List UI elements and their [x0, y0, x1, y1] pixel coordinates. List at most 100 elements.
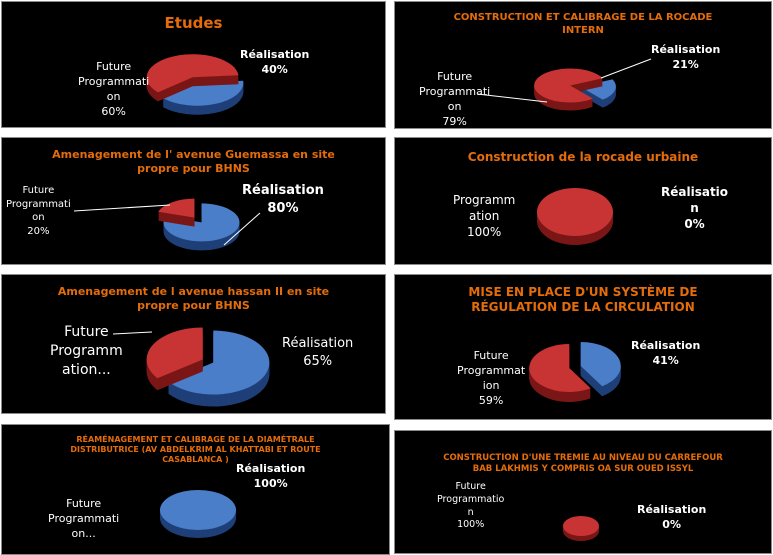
future-value: 79%	[442, 114, 467, 128]
realisation-value: 80%	[267, 200, 299, 216]
future-slice	[146, 54, 239, 102]
future-name-line1: Future	[437, 70, 473, 83]
realisation-label: Réalisation 21%	[651, 43, 720, 73]
realisation-value: 65%	[303, 353, 333, 369]
realisation-value: 21%	[672, 57, 699, 71]
future-value: 20%	[27, 225, 50, 237]
future-label: Future Programmati on 79%	[419, 70, 491, 128]
realisation-slice	[580, 341, 621, 397]
future-label: Future Programmatio n 100%	[437, 481, 504, 532]
pie-chart	[146, 54, 244, 115]
future-name-line3: on	[32, 212, 45, 223]
future-name-line2: Programm	[50, 342, 123, 359]
realisation-name: Réalisation	[637, 503, 707, 516]
future-name-line1: Future	[455, 481, 486, 492]
chart-title: CONSTRUCTION ET CALIBRAGE DE LA ROCADE I…	[453, 12, 713, 36]
chart-title: Construction de la rocade urbaine	[467, 150, 699, 164]
future-name-line3: ion	[482, 378, 500, 392]
future-label: Future Programm ation...	[50, 323, 123, 380]
future-slice	[534, 68, 603, 111]
realisation-label: Réalisation 100%	[236, 462, 305, 492]
realisation-label: Réalisation 40%	[240, 48, 309, 78]
future-name-line3: on	[447, 99, 462, 113]
future-name-line2: Programmat	[457, 363, 526, 377]
chart-panel-diametrale: RÉAMÉNAGEMENT ET CALIBRAGE DE LA DIAMÉTR…	[1, 424, 390, 555]
realisation-name: Réalisation	[282, 336, 354, 351]
future-name-line2: Programmati	[6, 198, 71, 210]
pie-chart	[160, 490, 236, 538]
future-name-line1: Future	[22, 185, 55, 196]
future-slice	[529, 344, 591, 403]
future-value: 59%	[478, 393, 504, 407]
chart-panel-hassan-ii: Amenagement de l avenue hassan II en sit…	[1, 274, 386, 414]
future-slice	[563, 516, 599, 541]
realisation-value: 0%	[662, 517, 681, 531]
chart-panel-rocade-urbaine: Construction de la rocade urbaine Réalis…	[394, 137, 772, 265]
future-value: 100%	[467, 225, 502, 240]
future-name-line3: n	[467, 506, 474, 518]
future-name-line2: Programmatio	[437, 493, 505, 505]
realisation-name-line1: Réalisatio	[661, 185, 729, 199]
realisation-slice	[579, 79, 616, 108]
realisation-label: Réalisation 65%	[282, 335, 353, 370]
pie-chart	[537, 188, 613, 245]
chart-title: Etudes	[164, 14, 223, 32]
leader-lines	[112, 331, 153, 335]
future-slice	[146, 327, 203, 391]
realisation-label: Réalisatio n 0%	[661, 184, 728, 233]
realisation-name: Réalisation	[631, 339, 701, 352]
realisation-value: 0%	[684, 217, 705, 232]
chart-title: MISE EN PLACE D'UN SYSTÈME DE RÉGULATION…	[468, 285, 698, 314]
future-name-line3: on...	[71, 526, 96, 540]
future-name-line1: Future	[66, 497, 102, 510]
future-name-line3: ation...	[61, 361, 111, 378]
chart-panel-regulation: MISE EN PLACE D'UN SYSTÈME DE RÉGULATION…	[394, 274, 772, 420]
future-value: 100%	[457, 519, 485, 531]
pie-chart	[534, 68, 616, 111]
pie-chart	[563, 516, 599, 541]
future-value: 60%	[101, 104, 126, 118]
chart-panel-guemassa: Amenagement de l' avenue Guemassa en sit…	[1, 137, 386, 265]
realisation-value: 100%	[253, 476, 288, 490]
realisation-slice	[168, 330, 270, 407]
realisation-name: Réalisation	[236, 462, 306, 475]
chart-panel-tremie: CONSTRUCTION D'UNE TREMIE AU NIVEAU DU C…	[394, 430, 772, 554]
realisation-label: Réalisation 80%	[242, 182, 324, 217]
future-label: Future Programmati on 20%	[6, 184, 71, 238]
realisation-name: Réalisation	[240, 48, 310, 61]
future-name-line1: Future	[473, 349, 509, 362]
realisation-slice	[162, 80, 244, 115]
realisation-name: Réalisation	[651, 43, 721, 56]
future-name-line2: ation	[468, 209, 500, 224]
future-slice	[158, 198, 195, 227]
pie-chart	[158, 198, 240, 251]
realisation-slice	[163, 203, 240, 251]
chart-panel-etudes: Etudes Réalisation 40% Future Programmat…	[1, 1, 386, 128]
future-name-line1: Programm	[453, 193, 516, 207]
chart-title: RÉAMÉNAGEMENT ET CALIBRAGE DE LA DIAMÉTR…	[70, 435, 321, 464]
realisation-slice	[160, 490, 236, 538]
future-label: Future Programmati on...	[48, 497, 119, 542]
future-name-line1: Future	[96, 60, 132, 73]
future-label: Future Programmati on 60%	[78, 60, 149, 119]
pie-chart	[529, 341, 621, 403]
future-name-line1: Future	[64, 324, 109, 340]
future-slice	[537, 188, 613, 245]
future-name-line3: on	[106, 89, 121, 103]
future-name-line2: Programmati	[78, 74, 150, 88]
future-name-line2: Programmati	[419, 84, 491, 98]
future-label: Programm ation 100%	[453, 192, 515, 241]
realisation-label: Réalisation 41%	[631, 339, 700, 369]
realisation-label: Réalisation 0%	[637, 503, 706, 533]
leader-lines	[476, 58, 652, 103]
future-name-line2: Programmati	[48, 511, 120, 525]
pie-chart	[146, 327, 270, 407]
realisation-value: 41%	[652, 353, 679, 367]
chart-title: CONSTRUCTION D'UNE TREMIE AU NIVEAU DU C…	[443, 453, 723, 474]
realisation-value: 40%	[261, 62, 288, 76]
leader-lines	[73, 204, 261, 246]
realisation-name-line2: n	[690, 201, 699, 216]
chart-title: Amenagement de l avenue hassan II en sit…	[57, 285, 330, 312]
future-label: Future Programmat ion 59%	[457, 349, 525, 408]
chart-title: Amenagement de l' avenue Guemassa en sit…	[52, 148, 335, 175]
